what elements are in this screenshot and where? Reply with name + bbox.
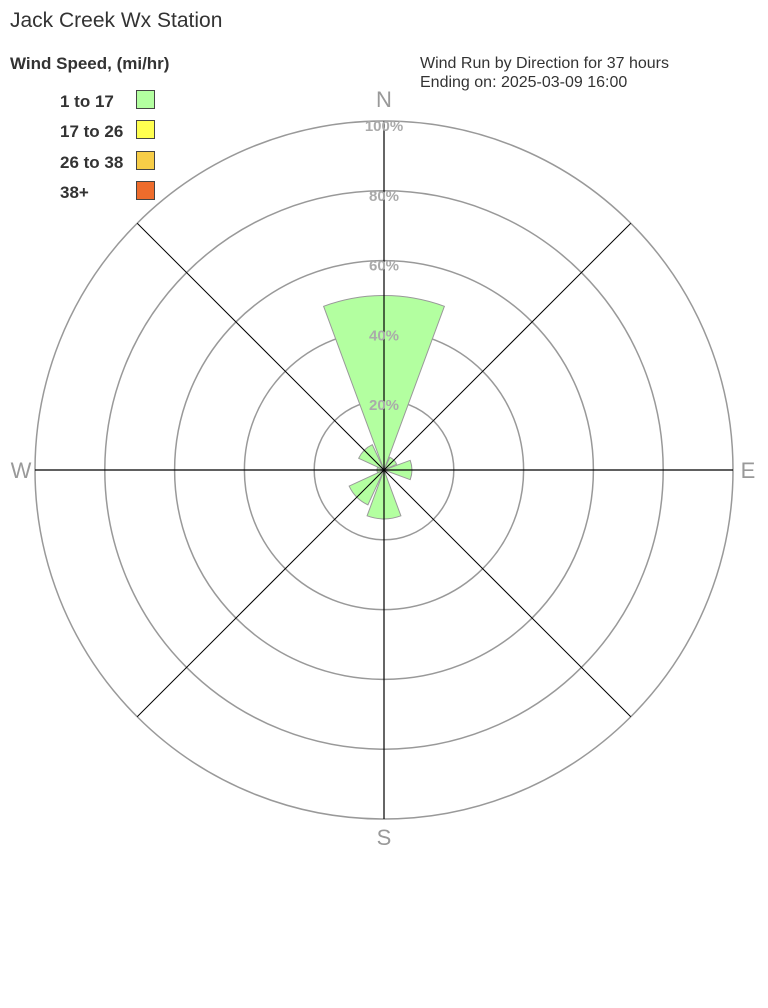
chart-subtitle: Wind Run by Direction for 37 hours (420, 55, 669, 72)
radial-tick-label: 60% (369, 258, 399, 275)
chart-title: Jack Creek Wx Station (10, 9, 223, 32)
legend-swatch (136, 90, 155, 109)
radial-tick-label: 40% (369, 327, 399, 344)
legend-swatch (136, 120, 155, 139)
compass-label-W: W (11, 458, 32, 483)
radial-tick-label: 80% (369, 188, 399, 205)
legend-swatch (136, 151, 155, 170)
legend-title: Wind Speed, (mi/hr) (10, 54, 170, 73)
radial-tick-label: 20% (369, 397, 399, 414)
chart-subtitle-date: Ending on: 2025-03-09 16:00 (420, 74, 628, 91)
spoke-line (383, 222, 632, 471)
compass-label-N: N (376, 87, 392, 112)
legend-swatch (136, 181, 155, 200)
legend-label: 38+ (60, 183, 89, 202)
legend-label: 1 to 17 (60, 92, 114, 111)
spoke-line (136, 469, 385, 718)
compass-label-S: S (377, 825, 392, 850)
spoke-line (383, 469, 632, 718)
legend-label: 17 to 26 (60, 122, 124, 141)
radial-tick-label: 100% (365, 118, 403, 135)
spoke-line (136, 222, 385, 471)
legend-label: 26 to 38 (60, 153, 124, 172)
compass-label-E: E (741, 458, 756, 483)
